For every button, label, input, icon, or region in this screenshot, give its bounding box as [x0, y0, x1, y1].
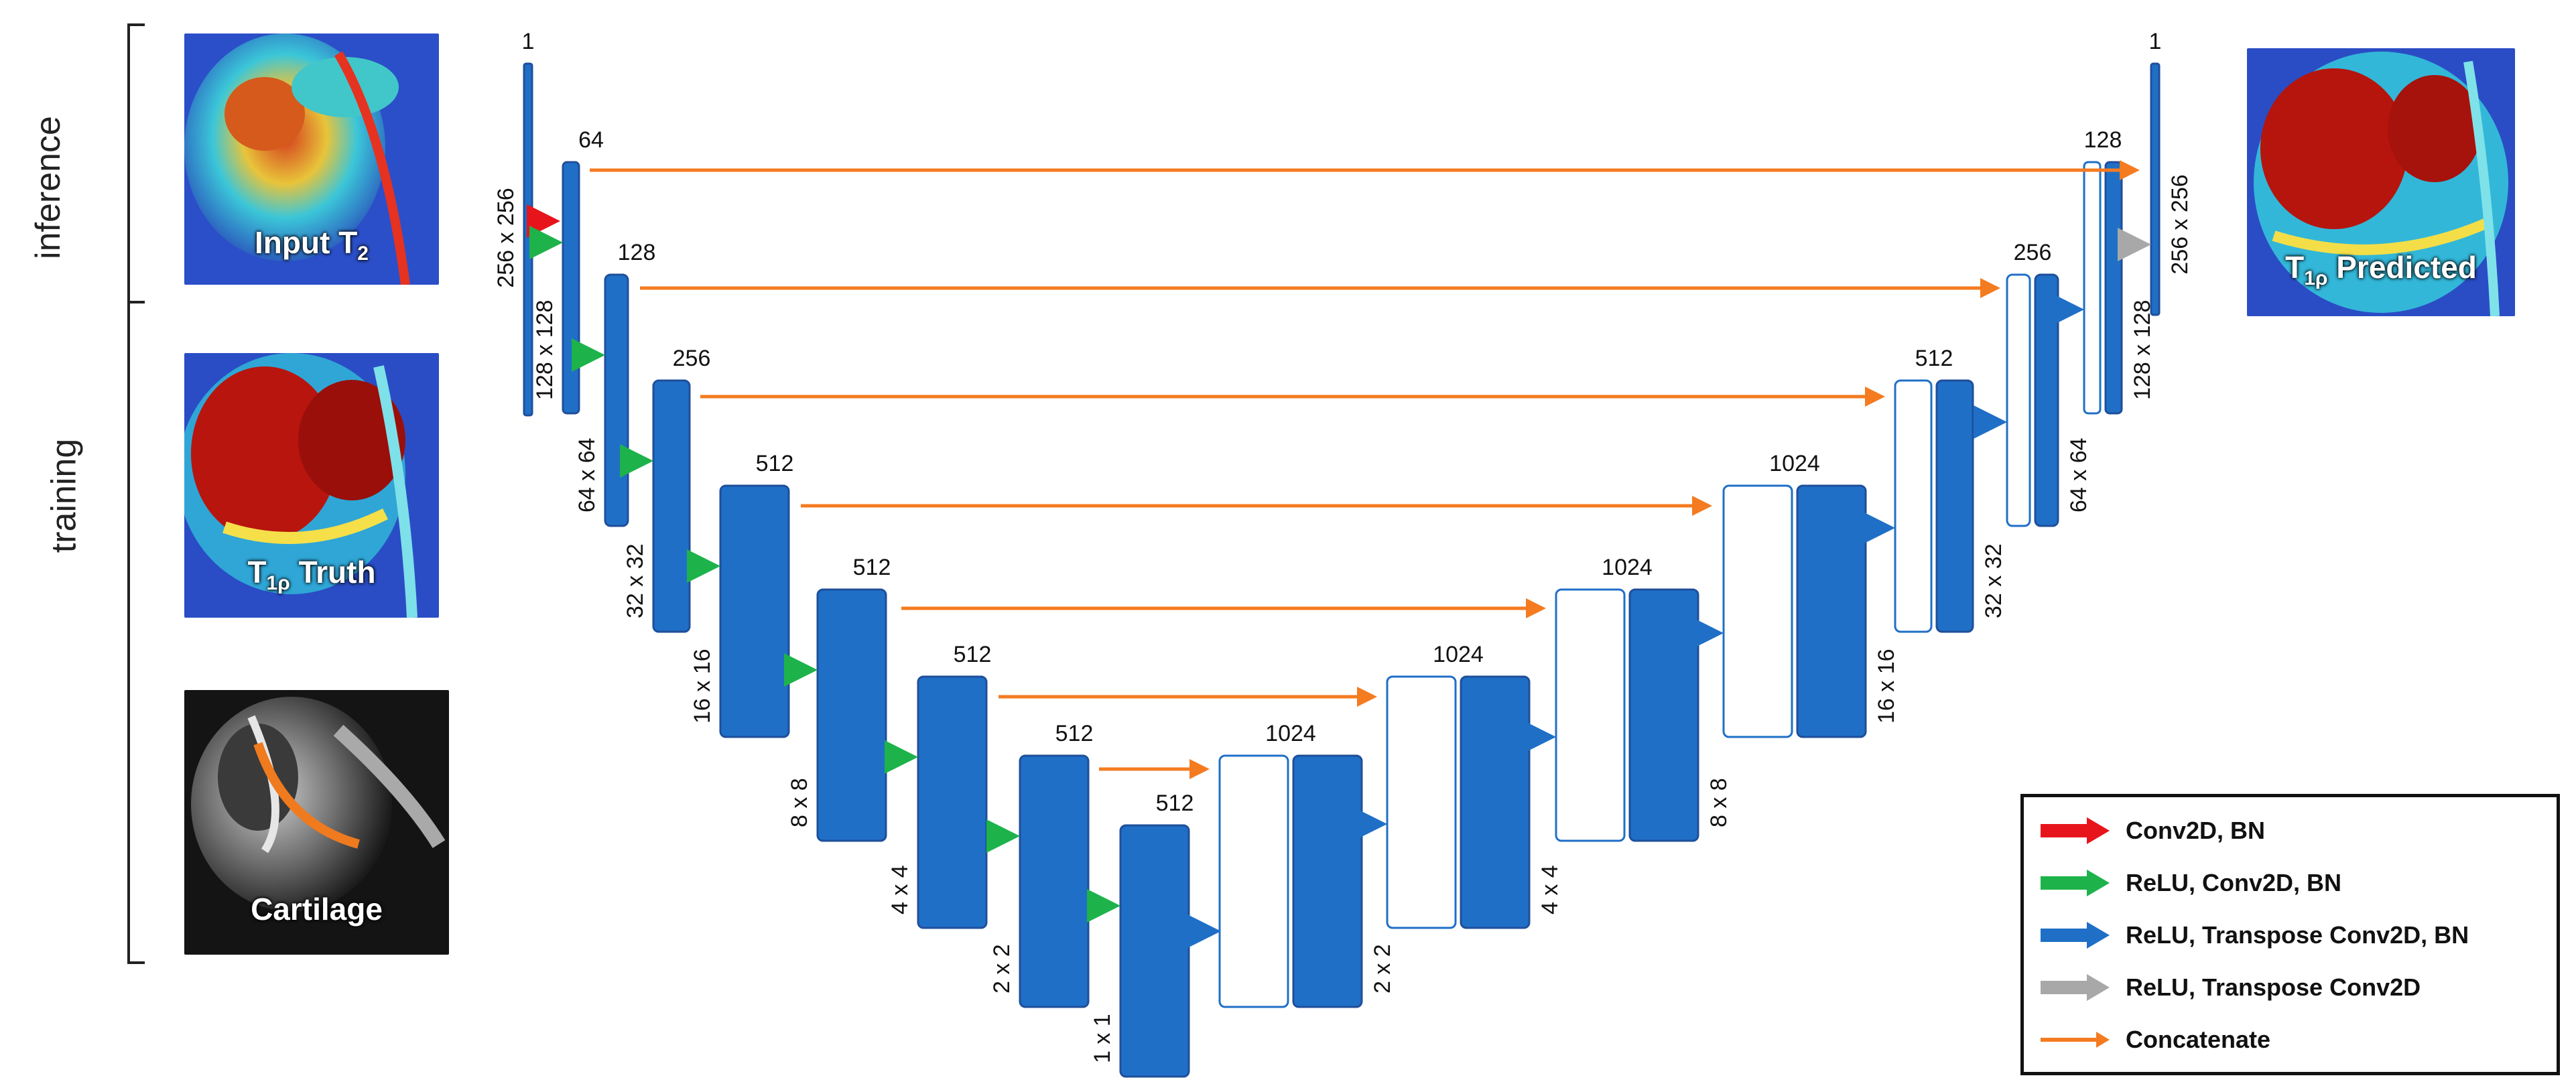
encoder-size-label-7: 4 x 4 [887, 865, 913, 914]
decoder-channel-label-6: 256 [2014, 240, 2052, 265]
encoder-block-9 [1119, 824, 1190, 1078]
decoder-block-8 [2150, 62, 2161, 316]
decoder-block-4 [1796, 484, 1867, 738]
decoder-size-label-8: 256 x 256 [2167, 174, 2193, 274]
encoder-channel-label-4: 256 [673, 346, 711, 371]
encoder-block-1 [523, 62, 533, 417]
legend-arrow-icon [2041, 1032, 2110, 1048]
encoder-channel-label-5: 512 [756, 451, 794, 476]
encoder-size-label-9: 1 x 1 [1090, 1014, 1115, 1063]
cartilage-image: Cartilage [184, 690, 449, 955]
legend-label: Concatenate [2126, 1026, 2271, 1053]
t1rho-predicted-image: T1ρ Predicted [2247, 48, 2515, 316]
legend-arrow-icon [2041, 817, 2110, 844]
input-caption: Input T [255, 225, 358, 260]
decoder-channel-label-4: 1024 [1769, 451, 1820, 476]
truth-caption-sub: 1ρ [266, 572, 290, 595]
decoder-size-label-4: 16 x 16 [1874, 649, 1899, 724]
encoder-block-2 [562, 161, 580, 415]
predicted-caption-rest: Predicted [2327, 250, 2477, 285]
decoder-size-label-2: 4 x 4 [1537, 865, 1563, 914]
legend-item: Conv2D, BN [2037, 812, 2265, 849]
legend-label: Conv2D, BN [2126, 817, 2266, 844]
legend-label: ReLU, Transpose Conv2D [2126, 973, 2421, 1001]
decoder-channel-label-3: 1024 [1602, 555, 1653, 580]
legend-label: ReLU, Transpose Conv2D, BN [2126, 921, 2469, 949]
decoder-channel-label-1: 1024 [1265, 721, 1316, 746]
legend-arrow-icon [2041, 922, 2110, 949]
decoder-channel-label-2: 1024 [1433, 642, 1484, 667]
legend-label: ReLU, Conv2D, BN [2126, 869, 2342, 896]
legend-item: ReLU, Transpose Conv2D [2037, 969, 2421, 1006]
decoder-size-label-7: 128 x 128 [2130, 300, 2155, 400]
legend-item: ReLU, Conv2D, BN [2037, 864, 2341, 902]
predicted-caption: T [2285, 250, 2305, 285]
encoder-size-label-3: 64 x 64 [574, 437, 600, 513]
decoder-size-label-3: 8 x 8 [1706, 778, 1732, 827]
t1rho-predicted-picture [2247, 48, 2515, 316]
encoder-size-label-2: 128 x 128 [532, 300, 558, 400]
legend-arrow-icon [2041, 870, 2110, 896]
encoder-channel-label-2: 64 [578, 127, 604, 153]
encoder-channel-label-3: 128 [618, 240, 656, 265]
training-bracket [127, 23, 145, 964]
decoder-channel-label-8: 1 [2149, 29, 2162, 54]
decoder-concat-block-5 [1894, 379, 1933, 633]
encoder-block-5 [719, 484, 790, 738]
truth-caption-rest: Truth [289, 555, 376, 590]
encoder-channel-label-7: 512 [954, 642, 992, 667]
decoder-channel-label-5: 512 [1915, 346, 1953, 371]
decoder-size-label-1: 2 x 2 [1370, 944, 1395, 994]
encoder-channel-label-1: 1 [522, 29, 535, 54]
decoder-block-3 [1628, 588, 1699, 842]
encoder-channel-label-8: 512 [1055, 721, 1094, 746]
decoder-concat-block-1 [1218, 754, 1289, 1008]
decoder-block-1 [1292, 754, 1363, 1008]
decoder-block-2 [1460, 675, 1531, 929]
encoder-block-6 [816, 588, 887, 842]
encoder-channel-label-6: 512 [853, 555, 891, 580]
decoder-block-5 [1935, 379, 1974, 633]
encoder-size-label-5: 16 x 16 [690, 649, 715, 724]
input-t2-picture [184, 33, 439, 285]
decoder-concat-block-6 [2006, 273, 2031, 527]
legend: Conv2D, BN ReLU, Conv2D, BN ReLU, Transpos… [2020, 794, 2560, 1075]
predicted-caption-sub: 1ρ [2304, 267, 2328, 290]
input-t2-image: Input T2 [184, 33, 439, 285]
decoder-concat-block-3 [1555, 588, 1626, 842]
legend-item: ReLU, Transpose Conv2D, BN [2037, 916, 2469, 954]
decoder-size-label-5: 32 x 32 [1981, 543, 2006, 618]
decoder-block-7 [2104, 161, 2123, 415]
encoder-size-label-1: 256 x 256 [493, 188, 519, 287]
encoder-channel-label-9: 512 [1156, 791, 1194, 816]
encoder-size-label-4: 32 x 32 [623, 543, 648, 618]
encoder-block-7 [917, 675, 988, 929]
decoder-concat-block-4 [1722, 484, 1793, 738]
encoder-block-3 [604, 273, 629, 527]
t1rho-truth-image: T1ρ Truth [184, 353, 439, 618]
decoder-concat-block-7 [2083, 161, 2102, 415]
decoder-channel-label-7: 128 [2084, 127, 2122, 153]
t1rho-truth-picture [184, 353, 439, 618]
encoder-size-label-8: 2 x 2 [989, 944, 1015, 994]
legend-item: Concatenate [2037, 1021, 2270, 1059]
truth-caption: T [247, 555, 267, 590]
decoder-block-6 [2034, 273, 2059, 527]
encoder-block-8 [1019, 754, 1090, 1008]
decoder-concat-block-2 [1386, 675, 1457, 929]
legend-arrow-icon [2041, 974, 2110, 1001]
cartilage-caption: Cartilage [251, 892, 383, 927]
decoder-size-label-6: 64 x 64 [2066, 437, 2091, 513]
input-caption-sub: 2 [357, 243, 369, 265]
encoder-size-label-6: 8 x 8 [787, 778, 812, 827]
encoder-block-4 [652, 379, 691, 633]
cartilage-picture [184, 690, 449, 955]
